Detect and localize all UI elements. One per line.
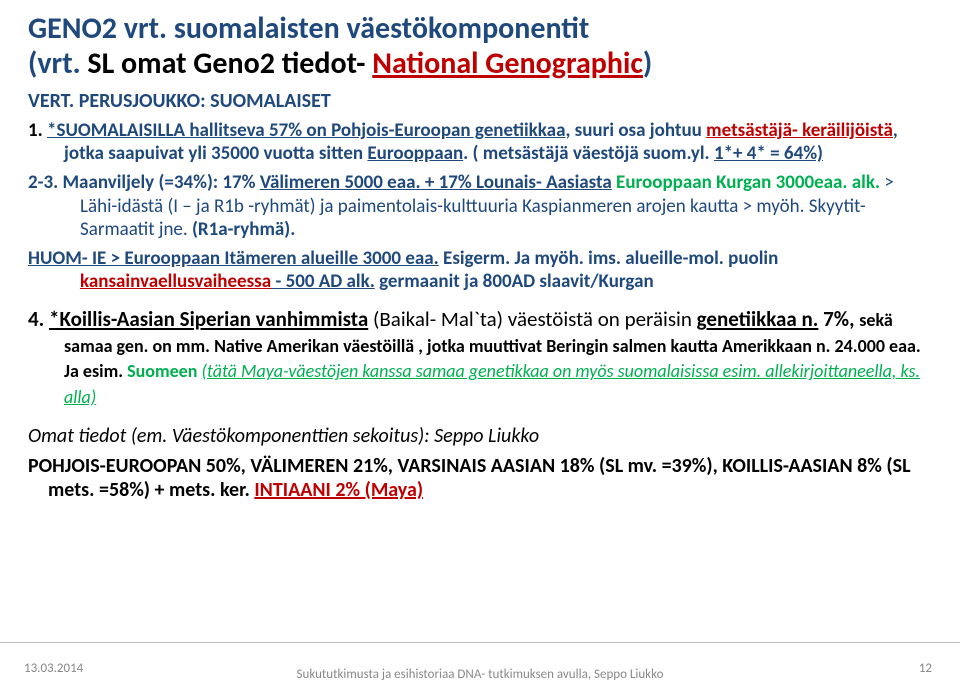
p3-d: - 500 AD alk. xyxy=(271,270,375,293)
p1-a: *SUOMALAISILLA hallitseva 57% on Pohjois… xyxy=(47,119,565,142)
p4-num: 4. xyxy=(28,306,49,332)
paragraph-3: HUOM- IE > Eurooppaan Itämeren alueille … xyxy=(28,247,932,293)
p6-b: INTIAANI 2% (Maya) xyxy=(254,478,423,502)
p2-c: + xyxy=(421,171,439,194)
p2-a: Maanviljely (=34%): 17% xyxy=(62,171,259,194)
p2-d: 17% Lounais- Aasiasta xyxy=(439,171,612,194)
title-line2-end: ) xyxy=(643,45,652,82)
p2-g: (R1a-ryhmä). xyxy=(192,218,295,241)
title-line2-pre: (vrt. xyxy=(28,45,81,82)
paragraph-6: POHJOIS-EUROOPAN 50%, VÄLIMEREN 21%, VAR… xyxy=(28,454,932,503)
p4-g: Suomeen xyxy=(123,360,201,382)
title-line2-mid: SL omat Geno2 tiedot- xyxy=(81,45,373,82)
p1-e: Eurooppaan xyxy=(367,142,463,165)
slide-document: GENO2 vrt. suomalaisten väestökomponenti… xyxy=(0,0,960,692)
p4-d: 7%, xyxy=(818,306,859,332)
title-part2: suomalaisten väestökomponentit xyxy=(167,10,589,47)
p1-g: 1*+ 4* = 64%) xyxy=(714,142,823,165)
paragraph-1: 1. *SUOMALAISILLA hallitseva 57% on Pohj… xyxy=(28,119,932,165)
p4-a: *Koillis-Aasian Siperian vanhimmista xyxy=(49,306,368,332)
p3-b: Esigerm. Ja myöh. ims. alueille-mol. puo… xyxy=(439,247,779,270)
p1-num: 1. xyxy=(28,119,47,142)
footer-center: Sukututkimusta ja esihistoriaa DNA- tutk… xyxy=(0,667,960,682)
p3-a: HUOM- IE > Eurooppaan Itämeren alueille … xyxy=(28,247,439,270)
subtitle: VERT. PERUSJOUKKO: SUOMALAISET xyxy=(28,89,932,113)
divider-line xyxy=(0,642,960,643)
p4-c: genetiikkaa n. xyxy=(697,306,819,332)
p4-b: (Baikal- Mal`ta) väestöistä on peräisin xyxy=(368,306,696,332)
p2-e: Eurooppaan Kurgan 3000eaa. alk. xyxy=(612,171,880,194)
paragraph-4: 4. *Koillis-Aasian Siperian vanhimmista … xyxy=(28,307,932,409)
p2-b: Välimeren 5000 eaa. xyxy=(260,171,421,194)
p1-b: , suuri osa johtuu xyxy=(565,119,706,142)
footer-page: 12 xyxy=(919,661,932,676)
p2-num: 2-3. xyxy=(28,171,62,194)
title-line2-red: National Genographic xyxy=(372,45,643,82)
title-part1: GENO2 vrt. xyxy=(28,10,167,47)
paragraph-5: Omat tiedot (em. Väestökomponenttien sek… xyxy=(28,424,932,448)
p6-a: POHJOIS-EUROOPAN 50%, VÄLIMEREN 21%, VAR… xyxy=(28,454,911,502)
paragraph-2: 2-3. Maanviljely (=34%): 17% Välimeren 5… xyxy=(28,171,932,241)
p3-c: kansainvaellusvaiheessa xyxy=(80,270,271,293)
spacer-2 xyxy=(28,416,932,424)
p3-e: germaanit ja 800AD slaavit/Kurgan xyxy=(375,270,654,293)
slide-title: GENO2 vrt. suomalaisten väestökomponenti… xyxy=(28,12,932,81)
p1-f: . ( metsästäjä väestöjä suom.yl. xyxy=(463,142,714,165)
p1-c: metsästäjä- keräilijöistä xyxy=(706,119,893,142)
